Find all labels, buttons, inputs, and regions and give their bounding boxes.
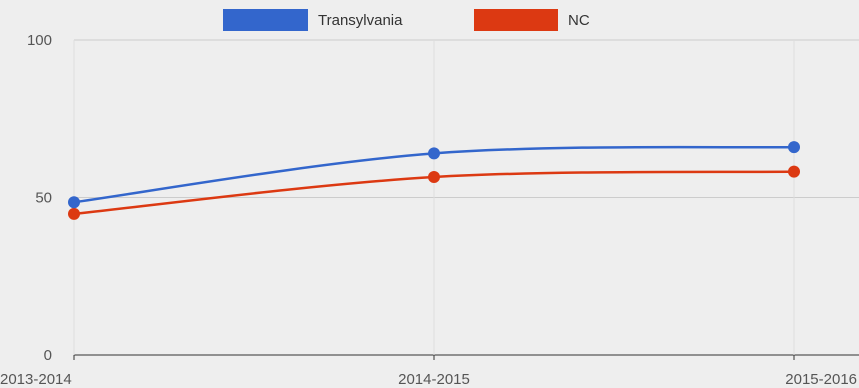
legend-swatch-nc[interactable] — [474, 9, 558, 31]
series — [68, 141, 800, 220]
data-point-transylvania[interactable] — [428, 147, 440, 160]
y-tick-label: 0 — [44, 347, 52, 364]
x-tick-label: 2015-2016 — [785, 371, 857, 388]
legend-label-nc[interactable]: NC — [568, 12, 590, 29]
data-point-transylvania[interactable] — [68, 196, 80, 209]
y-tick-label: 50 — [35, 190, 52, 207]
y-tick-label: 100 — [27, 32, 52, 49]
data-point-nc[interactable] — [428, 171, 440, 184]
legend[interactable]: Transylvania NC — [223, 9, 590, 31]
legend-label-transylvania[interactable]: Transylvania — [318, 12, 403, 29]
x-tick-label: 2014-2015 — [398, 371, 470, 388]
data-point-nc[interactable] — [788, 165, 800, 178]
gridlines — [73, 39, 859, 356]
data-point-transylvania[interactable] — [788, 141, 800, 154]
x-tick-label: 2013-2014 — [0, 371, 72, 388]
legend-swatch-transylvania[interactable] — [223, 9, 308, 31]
data-point-nc[interactable] — [68, 207, 80, 220]
axes: 0 50 100 2013-2014 2014-2015 2015-2016 — [0, 32, 857, 388]
